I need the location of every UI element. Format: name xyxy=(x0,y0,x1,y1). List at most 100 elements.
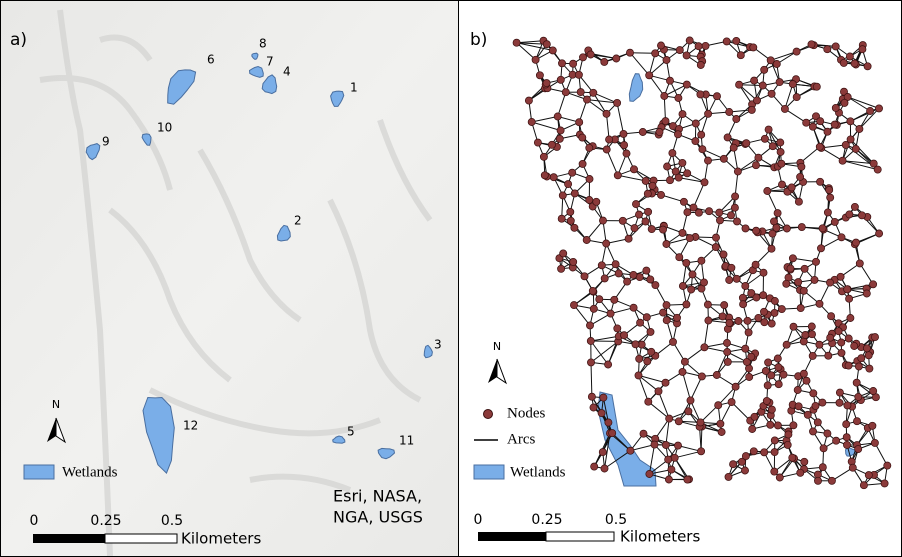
node xyxy=(777,139,784,146)
node xyxy=(745,329,752,336)
node xyxy=(713,93,720,100)
node xyxy=(781,105,788,112)
node xyxy=(751,77,758,84)
node xyxy=(789,454,796,461)
node xyxy=(630,304,637,311)
node xyxy=(755,154,762,161)
node xyxy=(783,280,790,287)
panel-label: a) xyxy=(10,30,27,50)
wetland-label: 9 xyxy=(102,135,110,149)
node xyxy=(768,245,775,252)
node xyxy=(844,286,851,293)
attribution: Esri, NASA, xyxy=(333,487,422,506)
node xyxy=(583,236,590,243)
node xyxy=(560,250,567,257)
node xyxy=(771,468,778,475)
node xyxy=(613,55,620,62)
node xyxy=(761,449,768,456)
node xyxy=(513,39,520,46)
node xyxy=(797,469,804,476)
node xyxy=(665,456,672,463)
north-label: N xyxy=(52,398,60,411)
node xyxy=(730,461,737,468)
node xyxy=(742,345,749,352)
node xyxy=(865,472,872,479)
node xyxy=(752,162,759,169)
node xyxy=(787,265,794,272)
node xyxy=(856,125,863,132)
node xyxy=(579,134,586,141)
node xyxy=(587,337,594,344)
node xyxy=(800,370,807,377)
node xyxy=(784,441,791,448)
scale-bar xyxy=(478,532,614,541)
node xyxy=(800,287,807,294)
node xyxy=(599,217,606,224)
node xyxy=(586,144,593,151)
node xyxy=(557,76,564,83)
node xyxy=(605,419,612,426)
node xyxy=(599,449,606,456)
node xyxy=(847,136,854,143)
wetland-label: 3 xyxy=(434,338,442,352)
node xyxy=(686,235,693,242)
scale-label: 0.5 xyxy=(161,513,183,529)
node xyxy=(804,411,811,418)
node xyxy=(803,377,810,384)
node xyxy=(614,172,621,179)
node xyxy=(774,355,781,362)
node xyxy=(587,51,594,58)
node xyxy=(698,448,705,455)
node xyxy=(855,393,862,400)
node xyxy=(541,172,548,179)
node xyxy=(750,448,757,455)
node xyxy=(841,99,848,106)
node xyxy=(601,275,608,282)
node xyxy=(698,257,705,264)
node xyxy=(837,273,844,280)
node xyxy=(704,301,711,308)
node xyxy=(615,270,622,277)
node xyxy=(598,410,605,417)
node xyxy=(797,173,804,180)
scale-label: 0 xyxy=(474,512,483,528)
node xyxy=(769,143,776,150)
node xyxy=(773,224,780,231)
node xyxy=(636,355,643,362)
node xyxy=(732,193,739,200)
node xyxy=(554,113,561,120)
node xyxy=(855,446,862,453)
node xyxy=(684,170,691,177)
node xyxy=(590,305,597,312)
node xyxy=(775,381,782,388)
node xyxy=(646,470,653,477)
node xyxy=(627,447,634,454)
node xyxy=(567,208,574,215)
node xyxy=(586,322,593,329)
scale-label: 0 xyxy=(30,513,39,529)
node xyxy=(724,358,731,365)
node xyxy=(695,43,702,50)
wetland-label: 11 xyxy=(399,434,414,448)
node xyxy=(790,422,797,429)
node xyxy=(612,261,619,268)
node xyxy=(783,341,790,348)
node xyxy=(642,177,649,184)
node xyxy=(692,120,699,127)
node xyxy=(824,430,831,437)
node xyxy=(808,323,815,330)
node xyxy=(840,59,847,66)
panel-label: b) xyxy=(470,30,487,50)
node xyxy=(801,458,808,465)
node xyxy=(819,399,826,406)
node xyxy=(843,434,850,441)
node xyxy=(669,338,676,345)
node xyxy=(605,361,612,368)
node xyxy=(587,359,594,366)
node xyxy=(614,99,621,106)
node xyxy=(838,339,845,346)
node xyxy=(562,89,569,96)
node xyxy=(644,358,651,365)
legend-swatch xyxy=(24,465,54,479)
node xyxy=(814,419,821,426)
